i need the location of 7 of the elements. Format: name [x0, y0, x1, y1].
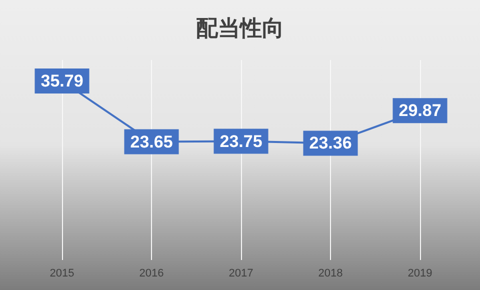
x-tick-label: 2019	[408, 268, 432, 280]
data-label: 35.79	[40, 72, 84, 91]
x-tick-label: 2016	[139, 268, 164, 280]
x-tick-label: 2018	[318, 268, 343, 280]
x-tick-label: 2017	[228, 268, 254, 280]
x-tick-label: 2015	[50, 268, 74, 280]
chart-title: 配当性向	[196, 16, 284, 40]
